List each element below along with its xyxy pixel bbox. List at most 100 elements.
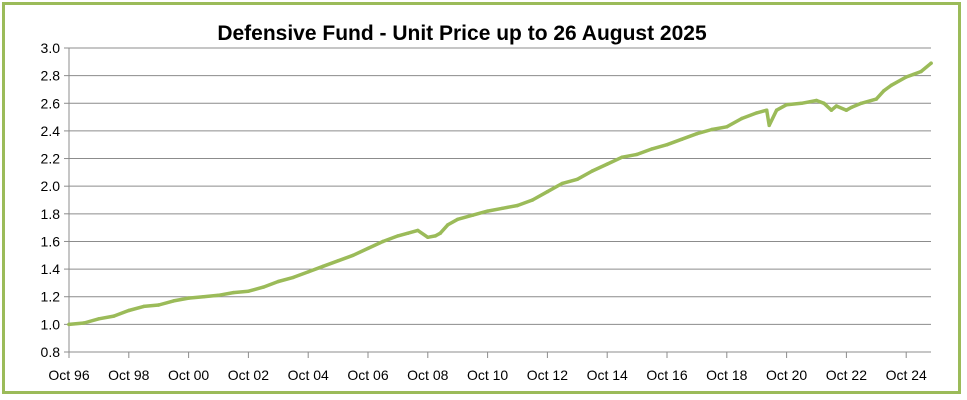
data-point xyxy=(844,108,849,112)
x-tick-label: Oct 16 xyxy=(646,367,687,383)
data-point xyxy=(575,177,579,181)
data-point xyxy=(142,304,146,309)
data-point xyxy=(882,89,886,93)
y-tick-label: 1.0 xyxy=(41,316,61,332)
data-point xyxy=(929,61,933,65)
y-tick-label: 2.0 xyxy=(41,178,61,194)
data-point xyxy=(433,234,437,238)
data-point xyxy=(814,98,819,103)
axes xyxy=(68,48,931,353)
data-point xyxy=(157,303,161,307)
y-axis-ticks: 0.8 1.0 1.2 1.4 1.6 1.8 2.0 2.2 2.4 2.6 2.8 3.0 xyxy=(41,40,69,360)
x-tick-label: Oct 14 xyxy=(587,367,628,383)
data-point xyxy=(829,108,834,112)
data-point xyxy=(351,253,355,257)
data-point xyxy=(336,259,340,263)
x-tick-label: Oct 12 xyxy=(527,367,568,383)
data-point xyxy=(635,152,639,157)
y-tick-label: 1.4 xyxy=(41,261,61,277)
data-point xyxy=(774,108,779,112)
y-tick-label: 1.6 xyxy=(41,233,61,249)
data-point xyxy=(874,97,878,101)
data-point xyxy=(246,289,251,293)
data-point xyxy=(605,162,609,166)
data-point xyxy=(545,190,550,194)
data-point xyxy=(406,231,410,235)
y-tick-label: 2.4 xyxy=(41,123,61,139)
x-tick-label: Oct 00 xyxy=(168,367,209,383)
y-tick-label: 0.8 xyxy=(41,344,61,360)
x-tick-label: Oct 06 xyxy=(347,367,388,383)
data-point xyxy=(321,264,325,268)
data-point xyxy=(261,285,266,289)
data-point xyxy=(665,143,669,147)
data-point xyxy=(67,322,71,327)
y-tick-label: 2.8 xyxy=(41,68,61,84)
x-tick-label: Oct 22 xyxy=(826,367,867,383)
data-point xyxy=(291,275,295,280)
data-point xyxy=(171,299,176,303)
data-point xyxy=(112,314,116,318)
data-point xyxy=(822,101,826,106)
data-point xyxy=(446,223,450,227)
data-point xyxy=(680,137,684,141)
y-tick-label: 2.2 xyxy=(41,151,61,167)
data-point xyxy=(216,293,221,297)
data-point xyxy=(799,101,804,106)
data-point xyxy=(82,321,86,325)
data-point xyxy=(500,206,505,210)
data-point xyxy=(127,308,131,313)
data-point xyxy=(590,169,594,173)
y-tick-label: 3.0 xyxy=(41,40,61,56)
data-point xyxy=(740,116,744,121)
x-tick-label: Oct 18 xyxy=(706,367,747,383)
x-axis-ticks: Oct 96 Oct 98 Oct 00 Oct 02 Oct 04 Oct 06 Oct … xyxy=(48,352,927,383)
data-point xyxy=(186,296,191,300)
data-point xyxy=(620,155,624,159)
data-point xyxy=(201,295,206,299)
data-point xyxy=(276,279,280,284)
data-point xyxy=(97,317,101,321)
x-tick-label: Oct 04 xyxy=(288,367,329,383)
data-point xyxy=(416,228,420,233)
x-tick-label: Oct 96 xyxy=(48,367,89,383)
x-tick-label: Oct 08 xyxy=(407,367,448,383)
data-point xyxy=(859,101,863,106)
gridlines xyxy=(69,47,931,353)
data-point xyxy=(485,209,490,213)
data-point xyxy=(765,108,769,112)
data-point xyxy=(560,181,564,186)
x-tick-label: Oct 24 xyxy=(886,367,927,383)
x-tick-label: Oct 02 xyxy=(228,367,269,383)
x-tick-label: Oct 98 xyxy=(108,367,149,383)
data-point xyxy=(912,72,916,77)
data-point xyxy=(904,75,908,79)
data-point xyxy=(366,246,370,251)
chart-title: Defensive Fund - Unit Price up to 26 Aug… xyxy=(217,22,707,45)
x-tick-label: Oct 20 xyxy=(766,367,807,383)
data-point xyxy=(530,198,535,202)
data-point xyxy=(456,217,460,221)
y-tick-label: 1.8 xyxy=(41,206,61,222)
data-point xyxy=(710,127,714,132)
data-point xyxy=(755,111,759,115)
data-point xyxy=(919,69,923,74)
data-point xyxy=(306,270,310,274)
data-point xyxy=(470,213,475,217)
chart-frame xyxy=(2,2,961,394)
y-tick-label: 1.2 xyxy=(41,289,61,305)
data-point xyxy=(834,104,839,108)
y-tick-label: 2.6 xyxy=(41,95,61,111)
data-point xyxy=(767,123,771,128)
data-point xyxy=(725,125,729,129)
x-tick-label: Oct 10 xyxy=(467,367,508,383)
data-point xyxy=(650,147,654,151)
data-point xyxy=(381,239,385,244)
data-point xyxy=(784,103,789,107)
data-point xyxy=(515,203,520,208)
data-point xyxy=(396,234,400,238)
data-point xyxy=(426,235,430,239)
data-point xyxy=(849,105,854,110)
series-group xyxy=(67,61,933,327)
